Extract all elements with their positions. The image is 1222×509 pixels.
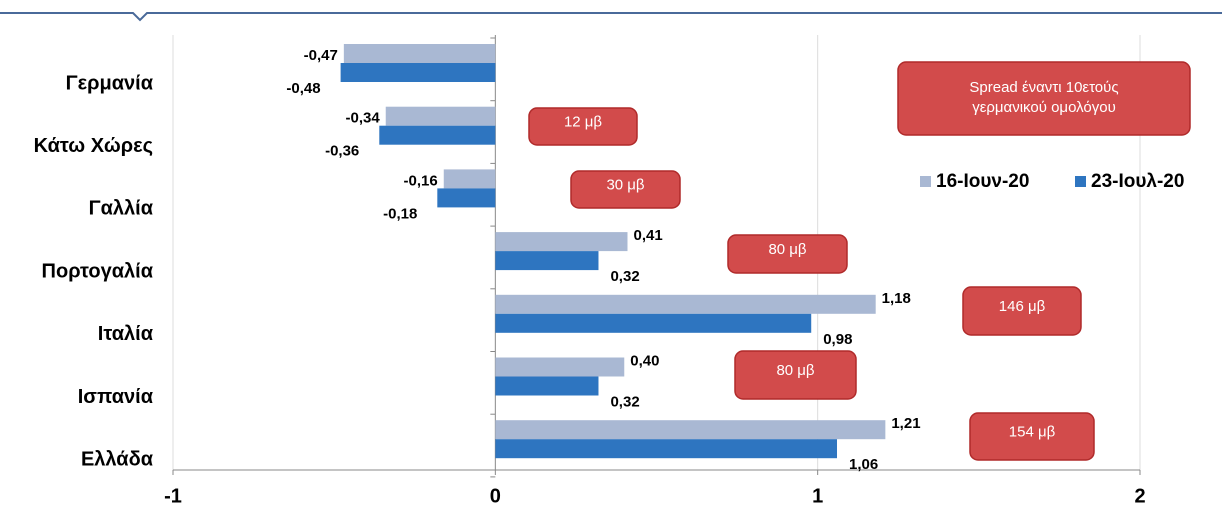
annotation-text: 80 μβ bbox=[776, 362, 814, 379]
x-tick-label: 0 bbox=[490, 485, 501, 507]
legend-swatch bbox=[920, 176, 931, 187]
bar bbox=[343, 44, 496, 63]
annotation-box bbox=[727, 234, 848, 274]
category-label: Γερμανία bbox=[66, 72, 154, 94]
value-label: -0,47 bbox=[304, 47, 338, 64]
category-label: Ιταλία bbox=[98, 323, 154, 345]
annotation-box bbox=[962, 286, 1082, 336]
bar bbox=[443, 169, 496, 189]
value-label: -0,34 bbox=[346, 110, 381, 127]
annotation-text: 146 μβ bbox=[999, 298, 1046, 315]
bar bbox=[495, 420, 886, 440]
bar bbox=[385, 106, 496, 126]
legend-label: 23-Ιουλ-20 bbox=[1091, 171, 1184, 192]
x-tick-label: -1 bbox=[164, 485, 182, 507]
value-label: 0,41 bbox=[633, 227, 662, 244]
value-label: 0,32 bbox=[610, 393, 639, 410]
annotation-box bbox=[528, 107, 638, 146]
bar bbox=[495, 357, 625, 377]
annotation-box bbox=[897, 61, 1191, 136]
value-label: -0,16 bbox=[404, 172, 438, 189]
value-label: -0,48 bbox=[286, 80, 320, 97]
value-label: 0,98 bbox=[823, 331, 852, 348]
value-label: 0,32 bbox=[610, 268, 639, 285]
value-label: 1,06 bbox=[849, 456, 878, 473]
legend-swatch bbox=[1075, 176, 1086, 187]
bar bbox=[437, 188, 496, 208]
legend-label: 16-Ιουν-20 bbox=[936, 171, 1029, 192]
x-tick-label: 1 bbox=[812, 485, 823, 507]
bar bbox=[495, 376, 599, 396]
bar bbox=[340, 63, 496, 82]
bar bbox=[495, 439, 838, 459]
header-rule bbox=[0, 12, 1222, 22]
annotation-box bbox=[969, 412, 1095, 461]
category-label: Ισπανία bbox=[78, 386, 154, 408]
bar bbox=[495, 251, 599, 271]
bar bbox=[495, 313, 812, 333]
category-label: Πορτογαλία bbox=[42, 260, 154, 282]
annotation-text: 154 μβ bbox=[1009, 423, 1056, 440]
annotation-text: 80 μβ bbox=[768, 241, 806, 258]
annotation-box bbox=[570, 170, 681, 209]
annotation-text: Spread έναντι 10ετούς bbox=[969, 79, 1118, 96]
value-label: -0,36 bbox=[325, 143, 359, 160]
category-label: Ελλάδα bbox=[81, 448, 154, 470]
annotation-text: 30 μβ bbox=[606, 176, 644, 193]
annotation-text: 12 μβ bbox=[564, 113, 602, 130]
bar bbox=[495, 294, 876, 314]
value-label: 0,40 bbox=[630, 352, 659, 369]
bar bbox=[379, 125, 496, 145]
category-label: Γαλλία bbox=[89, 198, 154, 220]
annotation-box bbox=[734, 350, 857, 400]
category-label: Κάτω Χώρες bbox=[34, 135, 153, 157]
value-label: 1,21 bbox=[891, 415, 920, 432]
value-label: -0,18 bbox=[383, 205, 417, 222]
value-label: 1,18 bbox=[882, 290, 911, 307]
annotation-text: γερμανικού ομολόγου bbox=[972, 99, 1116, 116]
x-tick-label: 2 bbox=[1134, 485, 1145, 507]
bar bbox=[495, 232, 628, 252]
